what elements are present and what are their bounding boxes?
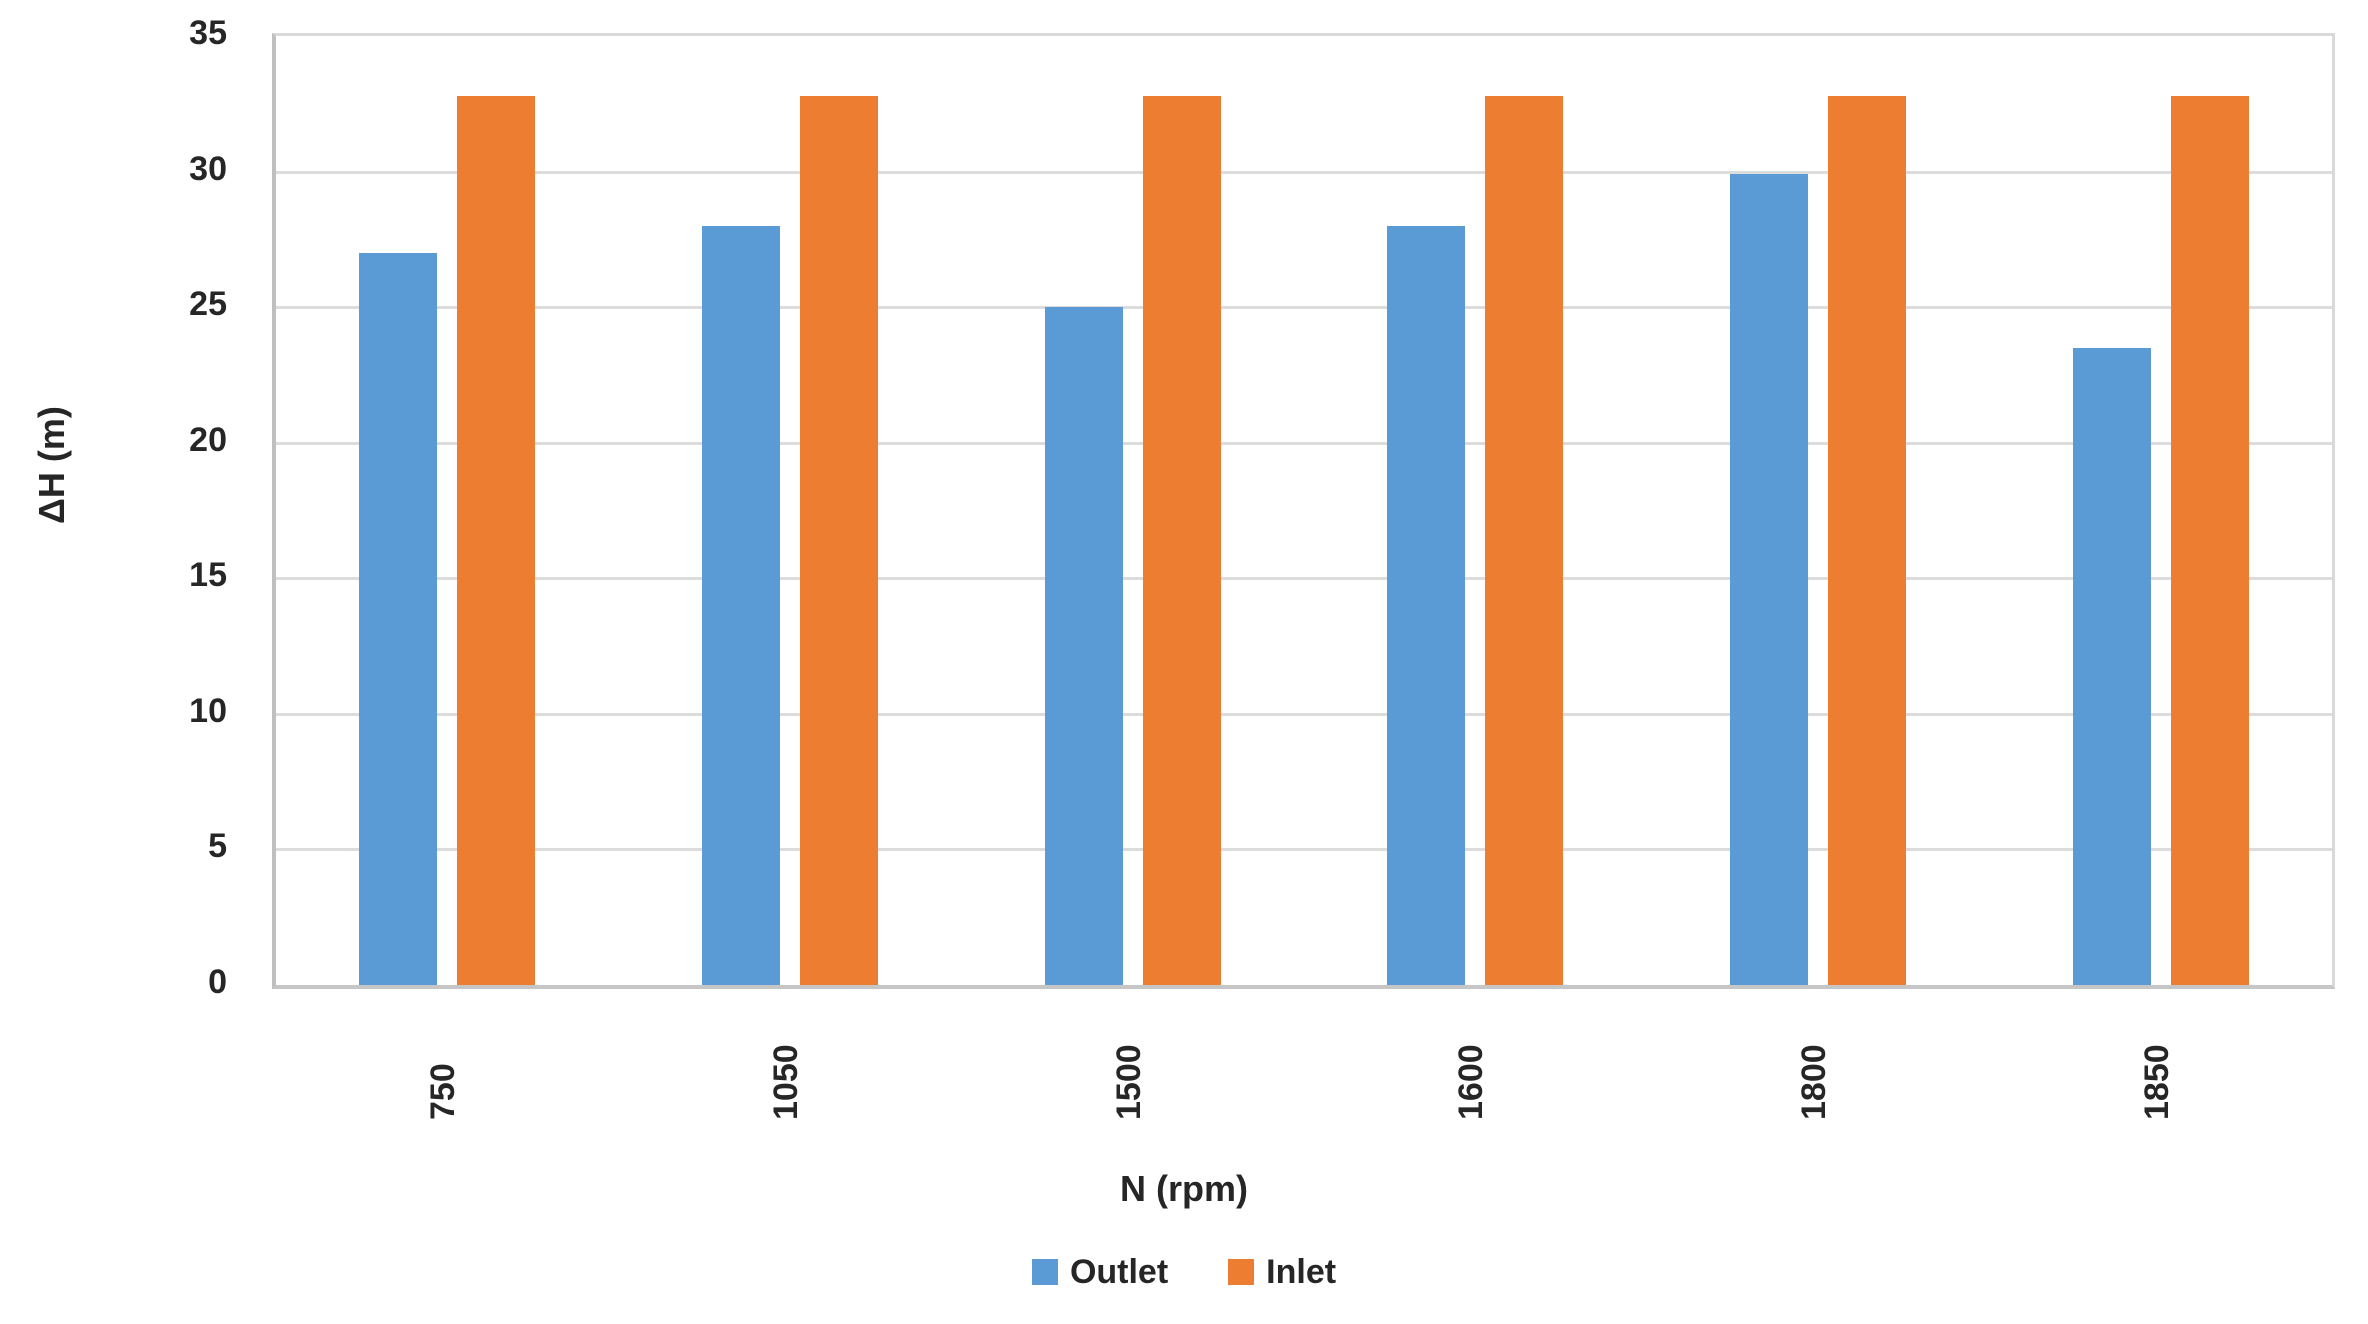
- bar-outlet: [1045, 307, 1123, 985]
- bar-inlet: [1143, 95, 1221, 985]
- legend-label: Outlet: [1069, 1253, 1169, 1291]
- bar-outlet: [1730, 174, 1808, 985]
- y-tick-label: 5: [208, 827, 227, 866]
- x-tick-label: 1500: [1110, 1044, 1148, 1120]
- y-tick-label: 0: [208, 963, 227, 1001]
- y-tick-label: 30: [189, 149, 227, 188]
- bar-inlet: [2171, 95, 2249, 985]
- x-tick-label: 750: [424, 1063, 462, 1120]
- legend-swatch-icon: [1031, 1259, 1058, 1285]
- gridline: [276, 577, 2332, 581]
- legend-item-outlet: Outlet: [1031, 1253, 1169, 1291]
- y-tick-label: 35: [189, 14, 227, 52]
- x-tick-label: 1050: [767, 1044, 805, 1120]
- bar-inlet: [800, 95, 878, 985]
- x-tick-label: 1600: [1452, 1044, 1490, 1120]
- x-tick-label: 1850: [2138, 1044, 2176, 1120]
- bar-outlet: [702, 225, 780, 985]
- y-tick-label: 20: [189, 420, 227, 459]
- legend-item-inlet: Inlet: [1228, 1255, 1336, 1289]
- y-tick-label: 10: [189, 691, 227, 730]
- gridline: [276, 712, 2332, 716]
- gridline: [276, 306, 2332, 310]
- legend: Outlet Inlet: [0, 1255, 2368, 1289]
- bar-outlet: [359, 252, 437, 985]
- bar-outlet: [2073, 347, 2151, 985]
- bar-outlet: [1387, 225, 1465, 985]
- gridline: [276, 848, 2332, 852]
- y-tick-label: 15: [189, 556, 227, 595]
- x-tick-label: 1800: [1795, 1044, 1833, 1120]
- bar-inlet: [1828, 95, 1906, 985]
- y-tick-label: 25: [189, 285, 227, 324]
- x-axis-title: N (rpm): [1120, 1168, 1248, 1209]
- gridline: [276, 170, 2332, 174]
- plot-area: [272, 33, 2335, 989]
- gridline: [276, 441, 2332, 445]
- legend-swatch-icon: [1228, 1259, 1255, 1285]
- y-axis-ticks: 0 5 10 15 20 25 30 35: [0, 0, 227, 1324]
- legend-label: Inlet: [1266, 1253, 1337, 1291]
- bar-inlet: [457, 95, 535, 985]
- bar-inlet: [1485, 95, 1563, 985]
